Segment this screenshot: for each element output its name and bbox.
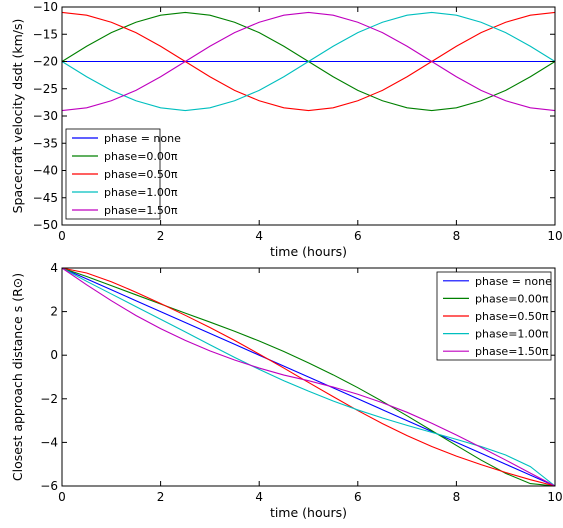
series-line-1 [61,267,556,487]
legend-label-5: phase=1.50π [475,345,549,358]
x-tick-label: 6 [354,490,362,504]
y-tick-label: −45 [33,191,58,205]
y-tick-label: −10 [33,0,58,14]
y-tick-label: −20 [33,55,58,69]
x-tick-label: 4 [255,229,263,243]
x-tick-label: 8 [453,229,461,243]
x-tick-label: 10 [547,229,562,243]
x-tick-label: 8 [453,490,461,504]
x-tick-label: 0 [58,490,66,504]
series-line-3 [61,267,556,487]
y-tick-label: 0 [50,348,58,362]
legend-label-1: phase = none [475,275,552,288]
y-tick-label: −2 [40,392,58,406]
series-line-4 [61,11,556,112]
plot-frame [61,267,556,487]
x-tick-label: 6 [354,229,362,243]
x-tick-label: 2 [157,229,165,243]
legend-label-4: phase=1.00π [475,328,549,341]
chart-panel-2: 0 2 4 6 8 10 4 2 0 −2 −4 −6 time (hours) Closest appr… [10,261,563,520]
series-line-5 [61,267,556,487]
x-tick-label: 10 [547,490,562,504]
legend: phase = none phase=0.00π phase=0.50π phase=… [436,271,552,361]
legend-label-1: phase = none [104,132,181,145]
chart-panel-1: 0 2 4 6 8 10 −10 −15 −20 −25 −30 −35 −40 −45 −50 time (… [10,0,563,259]
legend-label-2: phase=0.00π [104,150,178,163]
series-line-4 [61,267,556,487]
legend: phase = none phase=0.00π phase=0.50π phase=… [65,128,181,220]
y-tick-label: −30 [33,109,58,123]
y-tick-label: −25 [33,82,58,96]
y-tick-label: −50 [33,218,58,232]
legend-label-4: phase=1.00π [104,186,178,199]
series-line-5 [61,11,556,112]
legend-label-5: phase=1.50π [104,204,178,217]
legend-label-2: phase=0.00π [475,292,549,305]
y-tick-label: −40 [33,164,58,178]
y-tick-label: −6 [40,479,58,493]
y-tick-label: 4 [50,261,58,275]
x-tick-label: 0 [58,229,66,243]
x-tick-label: 2 [157,490,165,504]
y-axis-label: Closest approach distance s (R⊙) [10,273,25,481]
x-axis-label: time (hours) [270,505,347,520]
legend-label-3: phase=0.50π [104,168,178,181]
x-tick-label: 4 [255,490,263,504]
y-tick-label: −35 [33,136,58,150]
y-tick-label: −4 [40,435,58,449]
legend-label-3: phase=0.50π [475,310,549,323]
series-line-3 [61,11,556,112]
series-line-2 [61,267,556,487]
y-tick-label: 2 [50,305,58,319]
y-tick-label: −15 [33,27,58,41]
y-axis-label: Spacecraft velocity dsdt (km/s) [10,19,25,214]
x-axis-label: time (hours) [270,244,347,259]
